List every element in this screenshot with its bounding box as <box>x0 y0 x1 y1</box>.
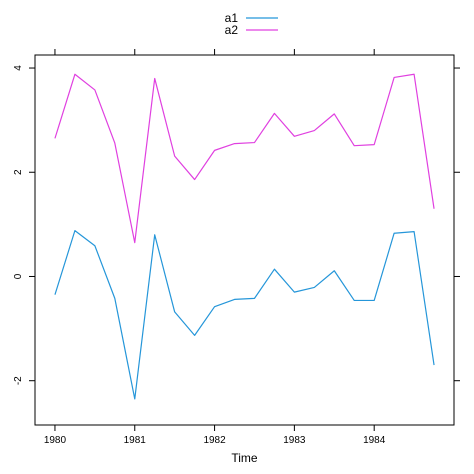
x-tick-label-1982: 1982 <box>203 435 226 446</box>
y-tick-label-4: 4 <box>13 65 24 71</box>
x-tick-label-1983: 1983 <box>283 435 306 446</box>
x-tick-label-1981: 1981 <box>124 435 147 446</box>
plot-frame <box>34 54 455 426</box>
x-axis-title: Time <box>231 451 258 465</box>
legend-label-a2: a2 <box>225 23 239 37</box>
series-layer <box>54 73 435 400</box>
y-tick-label-2: 2 <box>13 169 24 175</box>
x-tick-label-1984: 1984 <box>363 435 386 446</box>
y-tick-label--2: -2 <box>13 376 24 385</box>
axes-ticks: 1980 1981 1982 1983 1984 -2 0 2 4 <box>13 49 460 446</box>
y-tick-label-0: 0 <box>13 273 24 279</box>
series-line-a1 <box>54 230 435 400</box>
series-line-a2 <box>54 73 435 244</box>
legend-label-a1: a1 <box>225 11 239 25</box>
x-tick-label-1980: 1980 <box>44 435 67 446</box>
